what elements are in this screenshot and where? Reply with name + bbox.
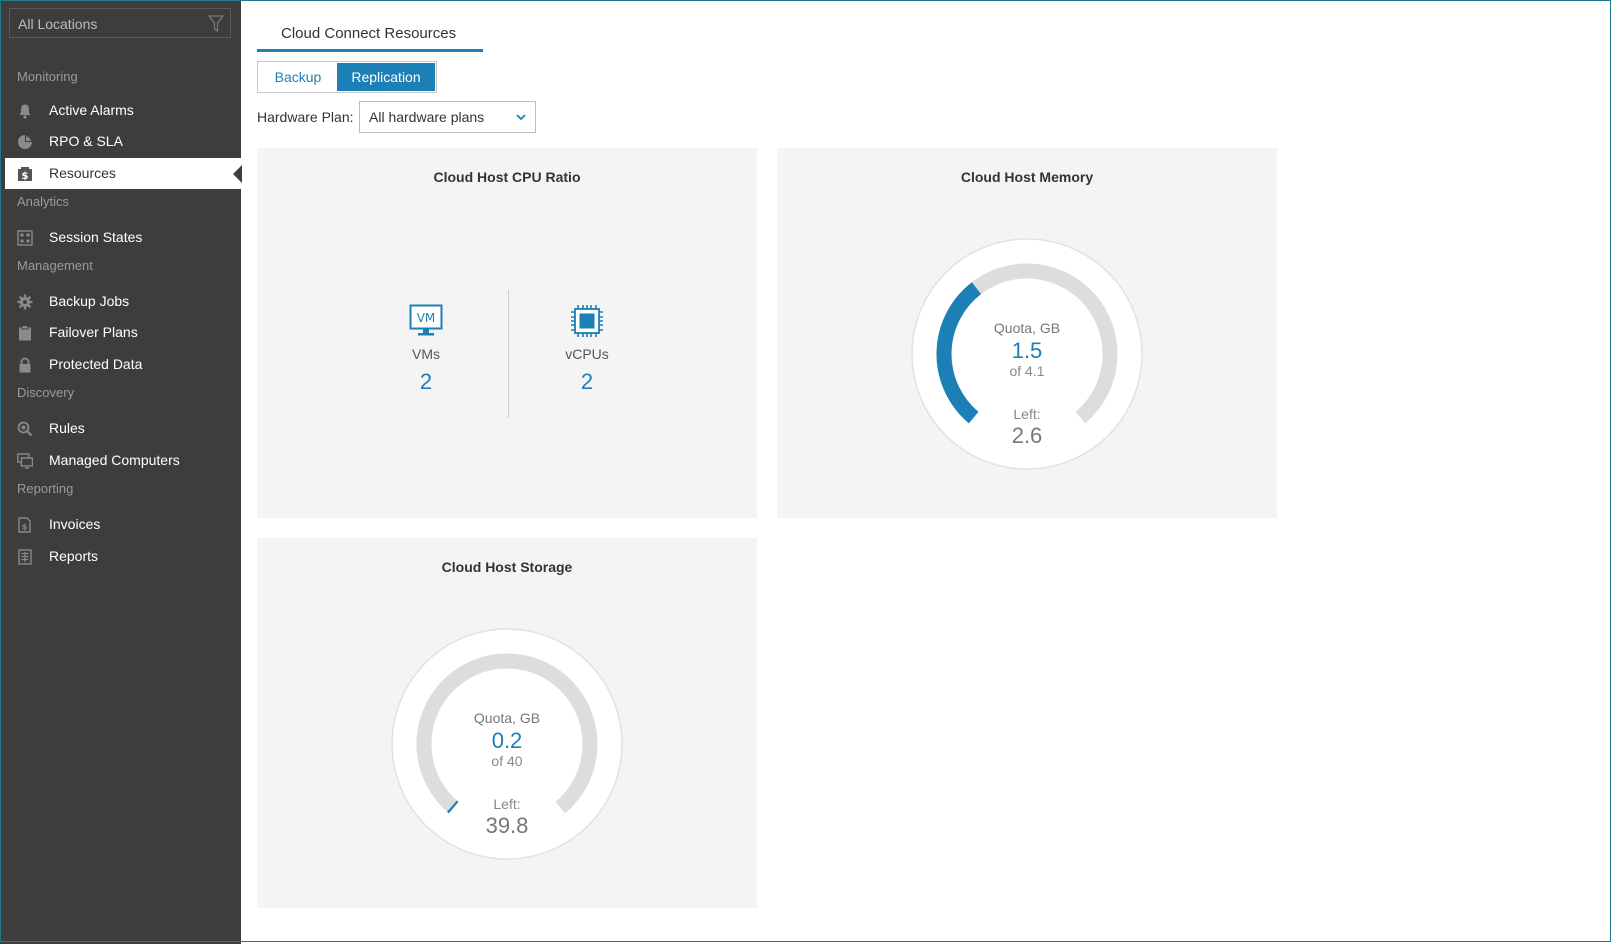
sidebar-item-label: Session States	[49, 229, 143, 245]
section-reporting: Reporting	[17, 481, 74, 496]
sidebar-item-label: Backup Jobs	[49, 293, 130, 309]
vms-stat: VM VMs 2	[366, 304, 486, 395]
location-filter-select[interactable]: All Locations	[9, 8, 231, 38]
panel-title: Cloud Host CPU Ratio	[433, 169, 581, 185]
hardware-plan-label: Hardware Plan:	[257, 109, 354, 125]
sidebar-item-label: Managed Computers	[49, 452, 180, 468]
dollar-box-icon: $	[18, 167, 32, 182]
tab-backup[interactable]: Backup	[274, 69, 322, 85]
section-monitoring: Monitoring	[17, 69, 78, 84]
quota-used-value: 1.5	[1011, 338, 1043, 363]
computers-icon	[17, 453, 33, 469]
sidebar-item-backup-jobs[interactable]: Backup Jobs	[5, 286, 241, 317]
sidebar-item-protected-data[interactable]: Protected Data	[5, 349, 241, 380]
sidebar-item-label: Resources	[49, 165, 116, 181]
vcpus-stat: vCPUs 2	[527, 304, 647, 395]
invoice-icon: $	[18, 517, 31, 533]
tab-replication[interactable]: Replication	[337, 63, 435, 91]
quota-total: of 4.1	[1009, 363, 1045, 379]
sidebar-item-label: RPO & SLA	[49, 133, 123, 149]
section-discovery: Discovery	[17, 385, 75, 400]
divider	[508, 290, 509, 418]
sidebar-item-label: Protected Data	[49, 356, 143, 372]
sidebar-item-invoices[interactable]: $ Invoices	[5, 509, 241, 540]
quota-used-value: 0.2	[491, 728, 523, 753]
grid-icon	[17, 230, 33, 246]
gauge-fill	[936, 282, 982, 424]
gauge-fill	[447, 800, 459, 814]
gear-icon	[17, 294, 33, 310]
report-icon	[18, 549, 32, 565]
left-label: Left:	[1013, 406, 1041, 422]
storage-gauge: Quota, GB 0.2 of 40 Left: 39.8	[387, 624, 627, 864]
sidebar: All Locations Monitoring Active Alarms R…	[0, 0, 242, 944]
sidebar-item-reports[interactable]: Reports	[5, 541, 241, 572]
sidebar-item-rules[interactable]: Rules	[5, 413, 241, 444]
svg-text:$: $	[22, 171, 29, 182]
vms-value: 2	[419, 369, 433, 394]
panel-title: Cloud Host Memory	[960, 169, 1094, 185]
vm-monitor-icon: VM	[409, 304, 443, 336]
location-filter-value: All Locations	[18, 16, 98, 32]
gauge-track	[416, 653, 598, 814]
chip-icon	[571, 305, 603, 337]
lock-icon	[19, 357, 31, 373]
chevron-down-icon	[516, 114, 526, 121]
vcpus-label: vCPUs	[565, 346, 609, 362]
left-value: 39.8	[485, 813, 529, 838]
sidebar-item-label: Invoices	[49, 516, 101, 532]
sidebar-item-label: Rules	[49, 420, 85, 436]
quota-total: of 40	[491, 753, 523, 769]
left-label: Left:	[493, 796, 521, 812]
sidebar-item-label: Active Alarms	[49, 102, 134, 118]
section-analytics: Analytics	[17, 194, 70, 209]
sidebar-item-resources[interactable]: $ Resources	[5, 158, 242, 189]
memory-gauge: Quota, GB 1.5 of 4.1 Left: 2.6	[907, 234, 1147, 474]
left-value: 2.6	[1011, 423, 1043, 448]
memory-panel: Cloud Host Memory Quota, GB 1.5 of 4.1 L…	[777, 148, 1277, 518]
pie-icon	[18, 135, 32, 149]
bell-icon	[19, 104, 31, 119]
clipboard-icon	[19, 325, 31, 341]
svg-text:$: $	[22, 523, 28, 532]
sidebar-item-failover-plans[interactable]: Failover Plans	[5, 317, 241, 348]
panel-title: Cloud Host Storage	[441, 559, 573, 575]
vcpus-value: 2	[580, 369, 594, 394]
view-toggle: Backup Replication	[257, 61, 437, 93]
quota-label: Quota, GB	[473, 710, 541, 726]
hardware-plan-value: All hardware plans	[369, 109, 485, 125]
quota-label: Quota, GB	[993, 320, 1061, 336]
sidebar-item-session-states[interactable]: Session States	[5, 222, 241, 253]
sidebar-item-rpo-sla[interactable]: RPO & SLA	[5, 126, 241, 157]
storage-panel: Cloud Host Storage Quota, GB 0.2 of 40 L…	[257, 538, 757, 908]
sidebar-item-active-alarms[interactable]: Active Alarms	[5, 95, 241, 126]
sidebar-item-label: Failover Plans	[49, 324, 138, 340]
sidebar-item-managed-computers[interactable]: Managed Computers	[5, 445, 241, 476]
search-gear-icon	[17, 421, 33, 437]
vm-icon-text: VM	[417, 311, 436, 325]
sidebar-item-label: Reports	[49, 548, 99, 564]
page-title: Cloud Connect Resources	[281, 25, 457, 42]
cpu-ratio-panel: Cloud Host CPU Ratio VM VMs 2 vCPUs 2	[257, 148, 757, 518]
vms-label: VMs	[412, 346, 440, 362]
filter-icon[interactable]	[208, 15, 224, 33]
page-title-tab: Cloud Connect Resources	[257, 22, 483, 52]
section-management: Management	[17, 258, 93, 273]
hardware-plan-select[interactable]: All hardware plans	[359, 101, 536, 133]
